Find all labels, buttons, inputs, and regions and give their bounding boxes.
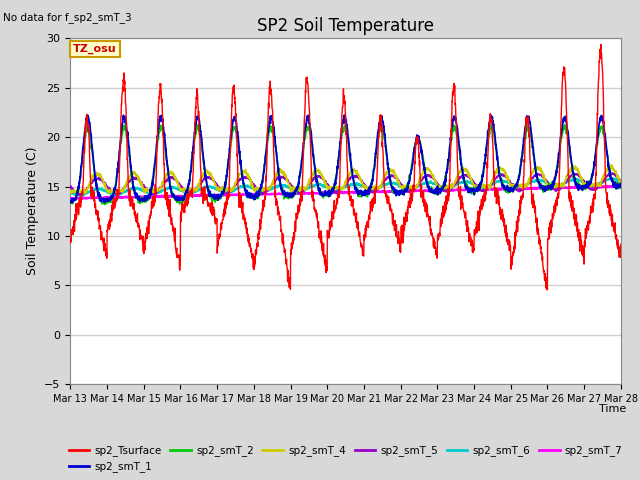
Text: TZ_osu: TZ_osu bbox=[73, 44, 116, 55]
Title: SP2 Soil Temperature: SP2 Soil Temperature bbox=[257, 17, 434, 36]
Legend: sp2_Tsurface, sp2_smT_1, sp2_smT_2, sp2_smT_4, sp2_smT_5, sp2_smT_6, sp2_smT_7: sp2_Tsurface, sp2_smT_1, sp2_smT_2, sp2_… bbox=[65, 441, 627, 477]
Y-axis label: Soil Temperature (C): Soil Temperature (C) bbox=[26, 147, 39, 276]
Text: No data for f_sp2_smT_3: No data for f_sp2_smT_3 bbox=[3, 12, 132, 23]
Text: Time: Time bbox=[599, 404, 627, 414]
